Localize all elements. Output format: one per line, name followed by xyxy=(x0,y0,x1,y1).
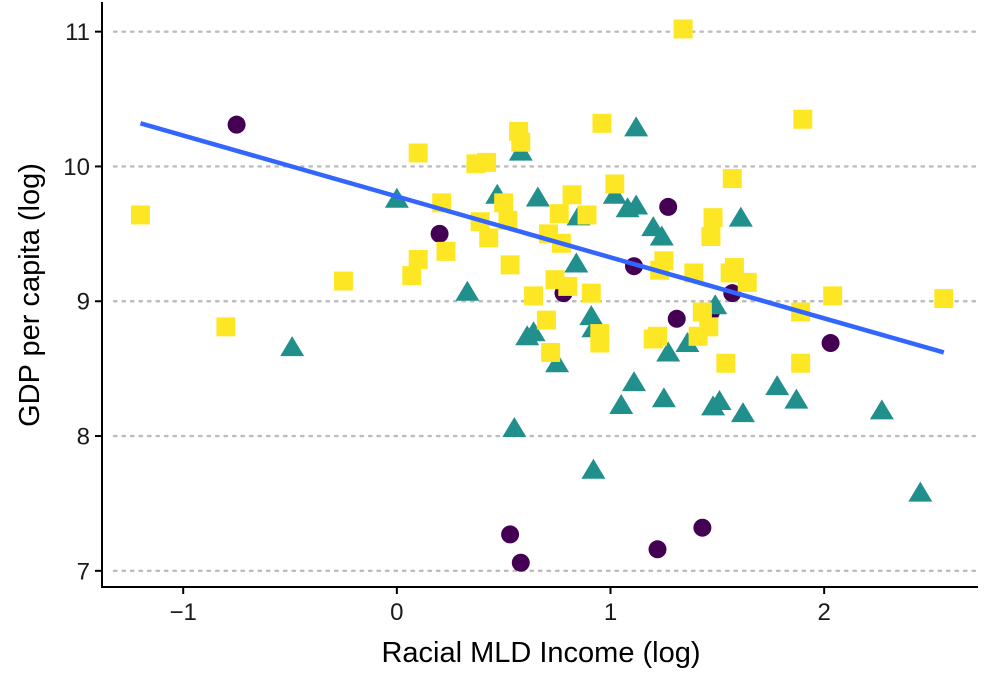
square-point xyxy=(737,272,757,292)
square-point xyxy=(541,342,561,362)
gridlines xyxy=(112,30,980,573)
circle-point xyxy=(659,197,678,216)
square-point xyxy=(701,227,721,247)
square-point xyxy=(823,286,843,306)
triangle-point xyxy=(502,416,527,437)
x-tick-label: −1 xyxy=(170,599,197,626)
y-tick-label: 9 xyxy=(77,289,90,316)
x-tick-label: 0 xyxy=(390,599,403,626)
triangle-point xyxy=(515,325,540,346)
square-point xyxy=(716,353,736,373)
triangle-point xyxy=(908,481,933,502)
circle-point xyxy=(227,115,246,134)
triangle-point xyxy=(579,305,604,326)
triangle-point xyxy=(624,116,649,137)
triangle-point xyxy=(280,336,305,357)
circle-point xyxy=(667,309,686,328)
square-point xyxy=(654,251,674,271)
triangle-point xyxy=(581,458,606,479)
square-point xyxy=(130,205,150,225)
square-point xyxy=(333,271,353,291)
square-point xyxy=(581,283,601,303)
square-point xyxy=(673,19,693,39)
triangle-point xyxy=(609,394,634,415)
trend-line xyxy=(139,121,945,355)
triangle-point xyxy=(525,186,550,207)
square-point xyxy=(605,174,625,194)
triangle-point xyxy=(455,280,480,301)
square-point xyxy=(648,326,668,346)
triangle-point xyxy=(728,206,753,227)
square-point xyxy=(791,353,811,373)
x-tick-label: 1 xyxy=(604,599,617,626)
circle-point xyxy=(501,525,520,544)
triangle-point xyxy=(624,194,649,215)
y-tick-label: 7 xyxy=(77,558,90,585)
y-tick-label: 10 xyxy=(63,154,90,181)
square-point xyxy=(494,193,514,213)
square-point xyxy=(793,109,813,129)
square-point xyxy=(479,228,499,248)
triangle-point xyxy=(765,375,790,396)
y-axis-title: GDP per capita (log) xyxy=(14,163,46,427)
square-point xyxy=(408,143,428,163)
circle-point xyxy=(821,334,840,353)
triangle-point xyxy=(869,399,894,420)
circle-point xyxy=(430,224,449,243)
x-axis-title: Racial MLD Income (log) xyxy=(381,637,700,669)
square-point xyxy=(562,185,582,205)
square-point xyxy=(549,204,569,224)
square-point xyxy=(592,113,612,133)
square-point xyxy=(511,132,531,152)
square-point xyxy=(402,266,422,286)
triangle-point xyxy=(649,225,674,246)
triangle-point xyxy=(707,389,732,410)
triangle-point xyxy=(730,402,755,423)
square-point xyxy=(577,205,597,225)
circle-point xyxy=(693,518,712,537)
circle-point xyxy=(648,540,667,559)
square-point xyxy=(436,241,456,261)
square-point xyxy=(216,317,236,337)
square-point xyxy=(558,276,578,296)
x-tick-label: 2 xyxy=(817,599,830,626)
triangle-point xyxy=(651,387,676,408)
triangle-point xyxy=(622,371,647,392)
axes xyxy=(95,2,978,594)
square-point xyxy=(477,152,497,172)
triangle-point xyxy=(656,341,681,362)
square-point xyxy=(536,310,556,330)
triangle-point xyxy=(675,332,700,353)
square-point xyxy=(408,249,428,269)
square-point xyxy=(722,169,742,189)
triangle-point xyxy=(784,388,809,409)
triangle-point xyxy=(545,352,570,373)
square-point xyxy=(724,258,744,278)
data-points xyxy=(130,19,954,572)
y-tick-label: 11 xyxy=(65,19,90,46)
triangle-point xyxy=(602,183,627,204)
trend-line-layer xyxy=(139,121,945,355)
square-point xyxy=(590,324,610,344)
triangle-point xyxy=(564,252,589,273)
square-point xyxy=(500,255,520,275)
square-point xyxy=(699,317,719,337)
y-tick-label: 8 xyxy=(77,424,90,451)
square-point xyxy=(934,289,954,309)
square-point xyxy=(692,302,712,322)
square-point xyxy=(703,208,723,228)
square-point xyxy=(524,286,544,306)
circle-point xyxy=(511,553,530,572)
tick-labels: 7 8 9 10 11 −1 0 1 2 xyxy=(63,19,831,626)
